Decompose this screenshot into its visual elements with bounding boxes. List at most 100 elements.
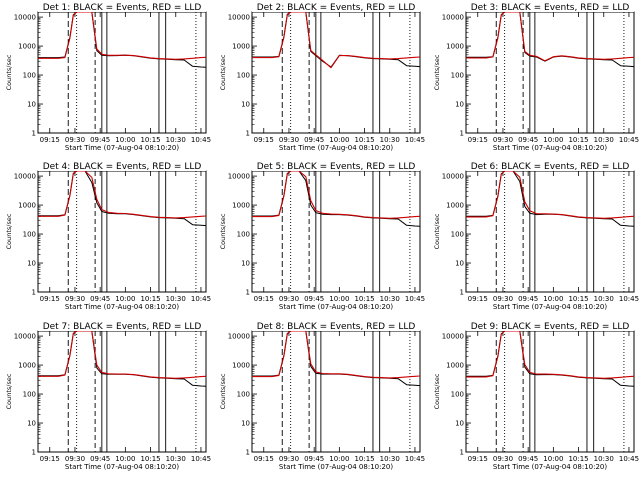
x-axis-label: Start Time (07-Aug-04 08:10:20)	[65, 303, 179, 311]
frame-edge	[38, 170, 206, 171]
series-line-lld	[466, 330, 635, 379]
x-tick-label: 10:30	[166, 455, 186, 463]
y-axis-label: Counts/sec	[219, 54, 227, 90]
x-tick-label: 09:45	[90, 455, 110, 463]
y-tick-label: 100	[237, 231, 250, 239]
panel-det-6: Det 6: BLACK = Events, RED = LLD 1 10 100 10…	[433, 162, 639, 311]
x-tick-label: 10:00	[543, 455, 563, 463]
panel-det-7: Det 7: BLACK = Events, RED = LLD 1 10 100 10…	[5, 322, 211, 471]
panel-title: Det 2: BLACK = Events, RED = LLD	[257, 3, 416, 13]
x-tick-label: 09:15	[254, 455, 274, 463]
y-tick-label: 1000	[232, 43, 250, 51]
x-tick-label: 10:30	[166, 295, 186, 303]
x-tick-label: 10:30	[594, 136, 614, 144]
x-tick-label: 09:30	[65, 136, 85, 144]
x-tick-label: 10:15	[354, 455, 374, 463]
y-axis-label: Counts/sec	[219, 373, 227, 409]
x-tick-label: 10:00	[115, 295, 135, 303]
frame-edge	[38, 11, 206, 12]
x-tick-label: 09:45	[90, 295, 110, 303]
y-axis-label: Counts/sec	[433, 213, 441, 249]
y-tick-label: 100	[451, 231, 464, 239]
y-tick-label: 1000	[446, 43, 464, 51]
y-tick-label: 1	[460, 130, 464, 138]
y-tick-label: 1	[460, 449, 464, 457]
y-tick-label: 10	[241, 260, 250, 268]
plot-frame	[465, 11, 635, 134]
y-tick-label: 1	[32, 130, 36, 138]
x-tick-label: 10:45	[405, 455, 425, 463]
y-axis-label: Counts/sec	[219, 213, 227, 249]
panel-title: Det 4: BLACK = Events, RED = LLD	[43, 162, 202, 172]
x-tick-label: 09:30	[493, 295, 513, 303]
x-tick-label: 09:45	[304, 295, 324, 303]
y-tick-label: 1	[460, 289, 464, 297]
y-tick-label: 1	[246, 449, 250, 457]
x-tick-label: 09:15	[254, 136, 274, 144]
y-tick-label: 10000	[228, 14, 250, 22]
x-tick-label: 10:30	[594, 455, 614, 463]
y-tick-label: 1000	[446, 362, 464, 370]
y-tick-label: 10000	[14, 333, 36, 341]
x-tick-label: 10:45	[619, 136, 639, 144]
y-tick-label: 10000	[228, 173, 250, 181]
x-tick-label: 10:00	[543, 136, 563, 144]
x-tick-label: 10:15	[140, 455, 160, 463]
x-tick-label: 09:45	[518, 136, 538, 144]
x-tick-label: 10:45	[405, 295, 425, 303]
x-tick-label: 10:00	[543, 295, 563, 303]
plot-frame	[251, 330, 421, 453]
y-tick-label: 10	[455, 101, 464, 109]
x-tick-label: 10:45	[405, 136, 425, 144]
y-tick-label: 100	[451, 391, 464, 399]
y-tick-label: 1000	[18, 362, 36, 370]
x-axis-label: Start Time (07-Aug-04 08:10:20)	[65, 144, 179, 152]
plot-frame	[251, 11, 421, 134]
x-tick-label: 09:45	[304, 136, 324, 144]
panel-title: Det 5: BLACK = Events, RED = LLD	[257, 162, 416, 172]
x-tick-label: 10:30	[380, 455, 400, 463]
x-axis-label: Start Time (07-Aug-04 08:10:20)	[279, 144, 393, 152]
x-tick-label: 09:15	[40, 295, 60, 303]
panel-title: Det 9: BLACK = Events, RED = LLD	[471, 322, 630, 332]
x-axis-label: Start Time (07-Aug-04 08:10:20)	[279, 303, 393, 311]
x-tick-label: 09:30	[493, 136, 513, 144]
y-tick-label: 100	[237, 72, 250, 80]
series-line-lld	[38, 330, 207, 379]
series-line-lld	[38, 11, 207, 60]
x-tick-label: 10:45	[619, 455, 639, 463]
x-tick-label: 10:15	[354, 136, 374, 144]
x-tick-label: 10:15	[140, 136, 160, 144]
y-tick-label: 10	[455, 260, 464, 268]
plot-frame	[37, 170, 207, 293]
frame-edge	[38, 330, 206, 331]
y-tick-label: 1	[246, 289, 250, 297]
y-tick-label: 10	[241, 101, 250, 109]
x-tick-label: 09:30	[279, 295, 299, 303]
y-tick-label: 10000	[14, 173, 36, 181]
x-tick-label: 09:15	[468, 295, 488, 303]
panel-det-4: Det 4: BLACK = Events, RED = LLD 1 10 100 10…	[5, 162, 211, 311]
series-line-lld	[466, 170, 635, 219]
y-tick-label: 1	[32, 449, 36, 457]
x-tick-label: 09:45	[90, 136, 110, 144]
frame-edge	[466, 330, 634, 331]
x-tick-label: 10:45	[619, 295, 639, 303]
y-tick-label: 100	[23, 231, 36, 239]
series-line-lld	[252, 11, 421, 69]
y-tick-label: 10	[27, 101, 36, 109]
series-line-lld	[466, 11, 635, 62]
y-tick-label: 1	[246, 130, 250, 138]
y-tick-label: 100	[23, 391, 36, 399]
y-tick-label: 10000	[442, 173, 464, 181]
y-axis-label: Counts/sec	[5, 213, 13, 249]
plot-frame	[37, 11, 207, 134]
x-axis-label: Start Time (07-Aug-04 08:10:20)	[493, 144, 607, 152]
y-tick-label: 1000	[446, 202, 464, 210]
x-tick-label: 10:15	[568, 295, 588, 303]
x-tick-label: 09:45	[304, 455, 324, 463]
frame-edge	[252, 330, 420, 331]
x-tick-label: 10:30	[594, 295, 614, 303]
y-tick-label: 10	[27, 420, 36, 428]
